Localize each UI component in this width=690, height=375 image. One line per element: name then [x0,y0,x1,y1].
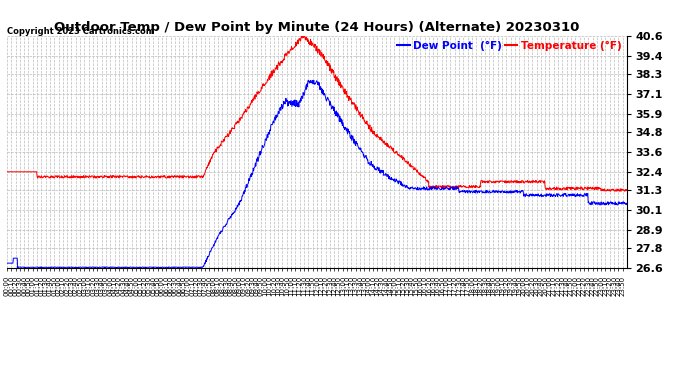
Legend: Dew Point  (°F), Temperature (°F): Dew Point (°F), Temperature (°F) [397,41,621,51]
Title: Outdoor Temp / Dew Point by Minute (24 Hours) (Alternate) 20230310: Outdoor Temp / Dew Point by Minute (24 H… [54,21,580,34]
Text: Copyright 2023 Cartronics.com: Copyright 2023 Cartronics.com [7,27,155,36]
